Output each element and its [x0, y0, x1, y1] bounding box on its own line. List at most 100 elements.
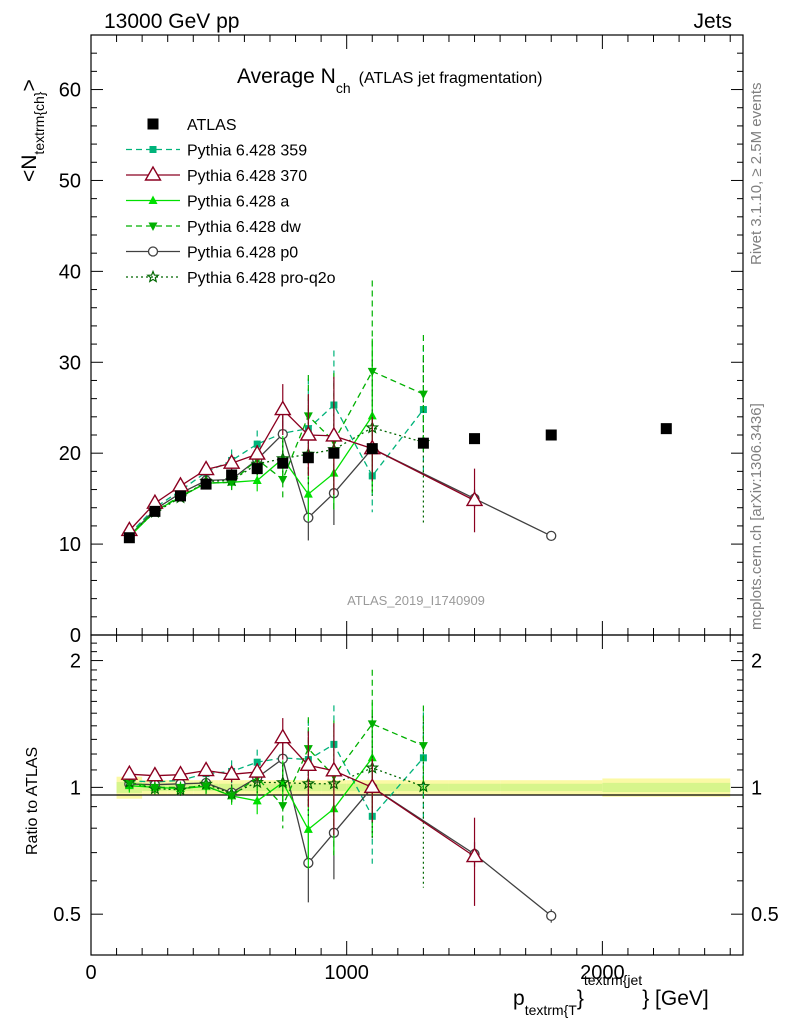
- main-y-tick-label: 20: [59, 443, 81, 465]
- x-tick-labels: 0 1000 2000: [85, 962, 624, 984]
- legend-marker: [149, 247, 158, 256]
- data-point: [418, 438, 429, 449]
- series-Pythia 6.428 370: [122, 377, 482, 536]
- series-line: [129, 410, 474, 531]
- band-inner: [602, 783, 730, 792]
- title-main: Average N: [237, 65, 336, 88]
- legend-label: Pythia 6.428 370: [187, 168, 307, 185]
- ratio-y-tick-label-right: 2: [751, 651, 762, 673]
- x-tick-label: 0: [85, 962, 96, 984]
- data-point: [173, 478, 188, 491]
- data-point: [252, 463, 263, 474]
- main-y-tick-label: 30: [59, 352, 81, 374]
- series-Pythia 6.428 p0: [125, 416, 556, 541]
- series-line: [129, 405, 423, 534]
- main-y-tick-label: 0: [70, 625, 81, 647]
- legend-marker: [148, 119, 159, 130]
- data-point: [661, 423, 672, 434]
- data-point: [467, 492, 482, 505]
- data-point: [547, 531, 556, 540]
- main-y-tick-label: 50: [59, 170, 81, 192]
- series-line: [129, 428, 423, 535]
- chart: 13000 GeV pp Jets Rivet 3.1.10, ≥ 2.5M e…: [0, 0, 786, 1024]
- data-point: [419, 391, 428, 400]
- data-point: [367, 443, 378, 454]
- data-point: [149, 506, 160, 517]
- ratio-point: [122, 766, 137, 779]
- ratio-point: [304, 824, 313, 833]
- category-label: Jets: [693, 10, 732, 33]
- legend-item: Pythia 6.428 p0: [126, 245, 298, 262]
- legend-marker: [146, 167, 161, 180]
- data-point: [175, 490, 186, 501]
- ratio-series-Pythia 6.428 370: [122, 718, 482, 906]
- main-panel: 0 10 20 30 40 50 60 Average Nch (ATLAS jet frag…: [18, 35, 743, 647]
- title-paren: (ATLAS jet fragmentation): [359, 70, 543, 87]
- data-point: [277, 458, 288, 469]
- ratio-point: [147, 768, 162, 781]
- data-point: [469, 433, 480, 444]
- data-point: [328, 448, 339, 459]
- ratio-series: [122, 670, 556, 923]
- data-point: [303, 452, 314, 463]
- x-tick-label: 1000: [324, 962, 369, 984]
- legend-marker: [150, 146, 157, 153]
- ratio-point: [547, 911, 556, 920]
- ratio-panel: 0.5 0.51 12 2 0 1000 2000 Ratio to ATLAS ptex…: [24, 635, 779, 1018]
- series-line: [129, 434, 551, 536]
- legend-label: ATLAS: [187, 117, 237, 134]
- series-Pythia 6.428 359: [126, 346, 427, 539]
- xlabel-end: } [GeV]: [642, 987, 709, 1010]
- ratio-point: [275, 730, 290, 743]
- band-inner: [500, 784, 602, 791]
- main-y-tick-label: 40: [59, 261, 81, 283]
- ylabel-sub: textrm{ch}: [31, 91, 47, 154]
- ratio-y-tick-label: 2: [70, 651, 81, 673]
- mcplots-label: mcplots.cern.ch [arXiv:1306.3436]: [748, 403, 765, 630]
- xlabel-sub: textrm{T: [525, 1002, 578, 1018]
- legend-item: Pythia 6.428 dw: [126, 219, 301, 236]
- rivet-label: Rivet 3.1.10, ≥ 2.5M events: [748, 83, 765, 266]
- ratio-y-axis-label: Ratio to ATLAS: [24, 747, 41, 855]
- legend-label: Pythia 6.428 a: [187, 194, 289, 211]
- ratio-point: [173, 767, 188, 780]
- data-point: [124, 532, 135, 543]
- ratio-y-tick-label-right: 0.5: [751, 904, 779, 926]
- ratio-point: [278, 802, 287, 811]
- x-axis-label: ptextrm{T}textrm{jet} [GeV]: [513, 972, 709, 1018]
- legend-item: Pythia 6.428 pro-q2o: [126, 270, 336, 287]
- band-inner: [449, 784, 500, 791]
- ratio-series-Pythia 6.428 p0: [125, 743, 556, 923]
- legend-marker: [149, 223, 158, 232]
- ratio-point: [199, 763, 214, 776]
- xlabel-brace: }: [577, 987, 584, 1010]
- legend-item: ATLAS: [148, 117, 237, 134]
- watermark: ATLAS_2019_I1740909: [347, 593, 485, 608]
- series-ATLAS: [124, 423, 672, 543]
- chart-title: Average Nch (ATLAS jet fragmentation): [237, 65, 542, 96]
- data-point: [253, 475, 262, 484]
- data-point: [278, 476, 287, 485]
- legend-label: Pythia 6.428 359: [187, 143, 307, 160]
- ratio-series-Pythia 6.428 dw: [125, 670, 428, 856]
- ratio-y-tick-label-right: 1: [751, 777, 762, 799]
- ylabel-close: >: [18, 79, 41, 91]
- legend-label: Pythia 6.428 pro-q2o: [187, 270, 336, 287]
- data-point: [226, 470, 237, 481]
- energy-label: 13000 GeV pp: [104, 10, 239, 33]
- xlabel-sup: textrm{jet: [584, 972, 642, 988]
- series-Pythia 6.428 dw: [125, 280, 428, 540]
- main-y-tick-labels: 0102030405060: [59, 80, 81, 647]
- legend: ATLAS Pythia 6.428 359 Pythia 6.428 370 Pyt…: [126, 117, 336, 287]
- ratio-point: [419, 742, 428, 751]
- ylabel-main: <N: [18, 155, 41, 182]
- main-y-tick-label: 10: [59, 534, 81, 556]
- legend-label: Pythia 6.428 p0: [187, 245, 298, 262]
- data-point: [201, 479, 212, 490]
- data-point: [326, 428, 341, 441]
- title-sub: ch: [336, 80, 351, 96]
- ratio-y-tick-label: 1: [70, 777, 81, 799]
- ratio-y-tick-label: 0.5: [53, 904, 81, 926]
- legend-marker: [149, 196, 158, 205]
- legend-item: Pythia 6.428 359: [126, 143, 307, 160]
